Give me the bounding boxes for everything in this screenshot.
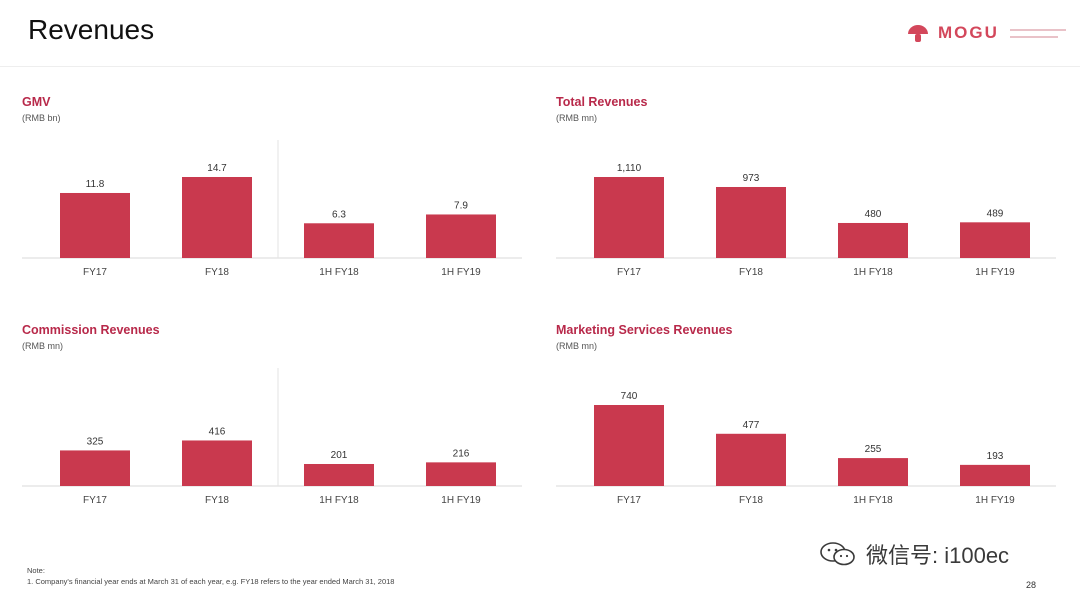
marketing-services-revenues-chart-plot: 740 FY17 477 FY18 255 1H FY18 193 1H FY19 bbox=[556, 391, 1056, 506]
bar bbox=[716, 186, 786, 258]
category-label: 1H FY18 bbox=[319, 267, 359, 278]
chart-unit: (RMB bn) bbox=[22, 113, 61, 123]
bar bbox=[60, 450, 130, 486]
category-label: 1H FY18 bbox=[853, 495, 893, 506]
chart-unit: (RMB mn) bbox=[22, 341, 63, 351]
data-label: 325 bbox=[87, 436, 104, 447]
watermark-text: 微信号: i100ec bbox=[866, 543, 1010, 568]
data-label: 216 bbox=[453, 448, 470, 459]
commission-revenues-chart: Commission Revenues (RMB mn) 325 FY17 416 F… bbox=[22, 323, 532, 538]
category-label: FY17 bbox=[83, 495, 107, 506]
page-title: Revenues bbox=[28, 14, 155, 45]
bar bbox=[182, 440, 252, 486]
chart-unit: (RMB mn) bbox=[556, 113, 597, 123]
category-label: 1H FY18 bbox=[319, 495, 359, 506]
category-label: 1H FY19 bbox=[975, 495, 1015, 506]
wechat-watermark: 微信号: i100ec bbox=[818, 538, 1009, 570]
bar bbox=[838, 458, 908, 486]
bar bbox=[716, 433, 786, 486]
data-label: 7.9 bbox=[454, 200, 468, 211]
bar bbox=[426, 462, 496, 486]
data-label: 193 bbox=[987, 451, 1004, 462]
total-revenues-chart-plot: 1,110 FY17 973 FY18 480 1H FY18 489 1H FY19 bbox=[556, 163, 1056, 278]
bar bbox=[594, 177, 664, 258]
data-label: 477 bbox=[743, 420, 760, 431]
chart-title: GMV bbox=[22, 95, 51, 109]
data-label: 489 bbox=[987, 208, 1004, 219]
bar bbox=[426, 214, 496, 258]
chart-title: Commission Revenues bbox=[22, 323, 160, 337]
logo-tagline-line bbox=[1010, 36, 1058, 38]
category-label: 1H FY19 bbox=[441, 495, 481, 506]
data-label: 6.3 bbox=[332, 209, 346, 220]
category-label: FY17 bbox=[617, 267, 641, 278]
category-label: FY18 bbox=[739, 267, 763, 278]
category-label: FY17 bbox=[617, 495, 641, 506]
footnote-label: Note: bbox=[27, 566, 45, 575]
gmv-chart: GMV (RMB bn) 11.8 FY17 14.7 FY18 6.3 1H FY18 7… bbox=[22, 95, 532, 310]
bar bbox=[304, 463, 374, 486]
marketing-services-revenues-chart: Marketing Services Revenues (RMB mn) 740… bbox=[556, 323, 1066, 538]
footnote-text: 1. Company's financial year ends at Marc… bbox=[27, 577, 395, 586]
bar bbox=[960, 464, 1030, 486]
chart-title: Marketing Services Revenues bbox=[556, 323, 733, 337]
mushroom-icon bbox=[908, 25, 928, 42]
data-label: 11.8 bbox=[86, 179, 105, 190]
bar bbox=[304, 223, 374, 258]
logo-text: MOGU bbox=[938, 23, 999, 42]
category-label: 1H FY18 bbox=[853, 267, 893, 278]
gmv-chart-plot: 11.8 FY17 14.7 FY18 6.3 1H FY18 7.9 1H FY19 bbox=[22, 140, 522, 278]
bar bbox=[838, 222, 908, 258]
mogu-logo: MOGU bbox=[906, 18, 1076, 52]
category-label: FY18 bbox=[205, 495, 229, 506]
category-label: FY18 bbox=[739, 495, 763, 506]
category-label: 1H FY19 bbox=[975, 267, 1015, 278]
data-label: 14.7 bbox=[207, 163, 227, 174]
category-label: 1H FY19 bbox=[441, 267, 481, 278]
data-label: 740 bbox=[621, 391, 638, 402]
chart-title: Total Revenues bbox=[556, 95, 648, 109]
category-label: FY17 bbox=[83, 267, 107, 278]
chart-unit: (RMB mn) bbox=[556, 341, 597, 351]
commission-revenues-chart-plot: 325 FY17 416 FY18 201 1H FY18 216 1H FY19 bbox=[22, 368, 522, 506]
page-number: 28 bbox=[1026, 580, 1037, 590]
data-label: 480 bbox=[865, 209, 882, 220]
bar bbox=[182, 177, 252, 258]
category-label: FY18 bbox=[205, 267, 229, 278]
footnote: Note: 1. Company's financial year ends a… bbox=[27, 565, 394, 587]
logo-tagline-line bbox=[1010, 29, 1066, 31]
data-label: 255 bbox=[865, 444, 882, 455]
data-label: 416 bbox=[209, 426, 226, 437]
header-divider bbox=[0, 66, 1080, 67]
bar bbox=[60, 192, 130, 258]
data-label: 201 bbox=[331, 450, 348, 461]
data-label: 973 bbox=[743, 173, 760, 184]
bar bbox=[594, 405, 664, 486]
wechat-icon bbox=[820, 542, 855, 566]
data-label: 1,110 bbox=[617, 163, 642, 174]
bar bbox=[960, 222, 1030, 258]
total-revenues-chart: Total Revenues (RMB mn) 1,110 FY17 973 FY18… bbox=[556, 95, 1066, 310]
